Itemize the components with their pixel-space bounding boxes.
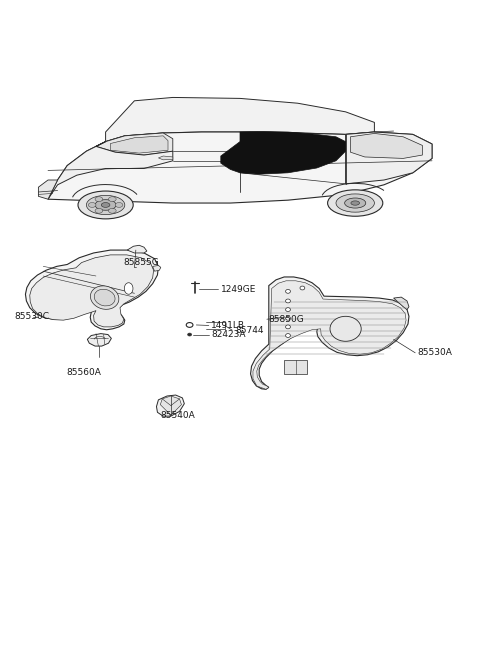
Polygon shape xyxy=(284,360,307,374)
Ellipse shape xyxy=(334,319,357,338)
Polygon shape xyxy=(110,136,168,153)
Ellipse shape xyxy=(188,333,192,336)
Polygon shape xyxy=(30,255,154,327)
Ellipse shape xyxy=(95,200,116,210)
Text: 85744: 85744 xyxy=(235,326,264,335)
Ellipse shape xyxy=(94,289,115,306)
Ellipse shape xyxy=(78,191,133,219)
Polygon shape xyxy=(221,132,346,174)
Polygon shape xyxy=(158,156,173,160)
Text: 85530A: 85530A xyxy=(418,349,453,357)
Text: 85530C: 85530C xyxy=(14,312,49,321)
Ellipse shape xyxy=(300,286,305,290)
Ellipse shape xyxy=(336,194,374,212)
Polygon shape xyxy=(160,396,181,415)
Ellipse shape xyxy=(88,203,96,207)
Polygon shape xyxy=(48,142,173,199)
Polygon shape xyxy=(350,133,422,158)
Polygon shape xyxy=(251,277,409,389)
Text: 85540A: 85540A xyxy=(160,411,195,421)
Ellipse shape xyxy=(286,334,290,338)
Polygon shape xyxy=(96,133,173,155)
Ellipse shape xyxy=(90,286,119,309)
Polygon shape xyxy=(25,250,158,330)
Text: 85850G: 85850G xyxy=(269,315,304,324)
Polygon shape xyxy=(106,97,374,142)
Polygon shape xyxy=(153,266,161,272)
Ellipse shape xyxy=(330,316,361,341)
Ellipse shape xyxy=(101,203,110,207)
Text: 85560A: 85560A xyxy=(67,368,101,377)
Polygon shape xyxy=(346,132,432,184)
Ellipse shape xyxy=(95,197,103,202)
Text: 85855G: 85855G xyxy=(124,259,159,268)
Ellipse shape xyxy=(95,209,103,213)
Polygon shape xyxy=(48,132,432,203)
Ellipse shape xyxy=(108,209,116,213)
Polygon shape xyxy=(38,180,58,199)
Polygon shape xyxy=(87,334,111,346)
Text: 1491LB: 1491LB xyxy=(211,321,245,330)
Ellipse shape xyxy=(115,203,123,207)
Polygon shape xyxy=(156,395,184,416)
Ellipse shape xyxy=(286,308,290,312)
Ellipse shape xyxy=(108,197,116,202)
Ellipse shape xyxy=(345,198,366,208)
Ellipse shape xyxy=(86,195,125,214)
Ellipse shape xyxy=(186,323,193,327)
Ellipse shape xyxy=(286,325,290,329)
Ellipse shape xyxy=(124,283,133,294)
Polygon shape xyxy=(394,297,409,310)
Ellipse shape xyxy=(351,201,360,205)
Ellipse shape xyxy=(286,290,290,294)
Polygon shape xyxy=(127,246,147,253)
Text: 82423A: 82423A xyxy=(211,330,246,339)
Polygon shape xyxy=(253,281,406,389)
Ellipse shape xyxy=(286,299,290,303)
Text: 1249GE: 1249GE xyxy=(221,285,256,294)
Ellipse shape xyxy=(286,316,290,320)
Ellipse shape xyxy=(327,190,383,216)
